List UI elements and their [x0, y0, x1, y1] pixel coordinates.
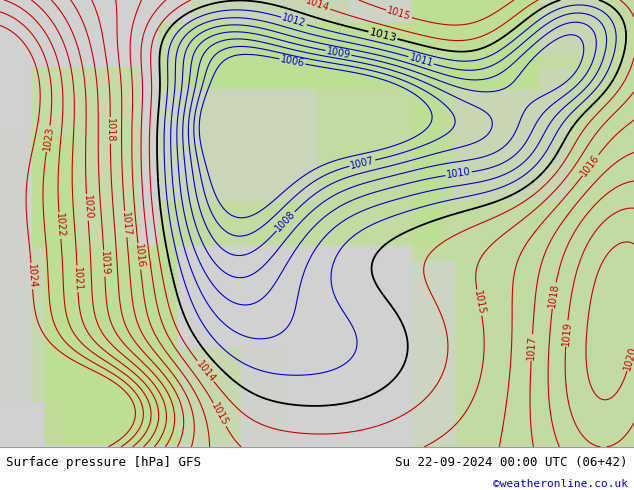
Text: 1018: 1018 [547, 283, 560, 308]
Text: 1022: 1022 [54, 213, 66, 238]
Text: 1021: 1021 [72, 266, 83, 291]
Text: 1016: 1016 [579, 152, 602, 178]
Text: 1012: 1012 [281, 13, 307, 29]
Text: 1016: 1016 [133, 244, 146, 269]
Text: 1017: 1017 [120, 212, 132, 237]
Text: 1008: 1008 [273, 209, 297, 234]
Text: 1010: 1010 [446, 167, 472, 180]
Text: 1007: 1007 [349, 155, 375, 171]
Text: 1024: 1024 [26, 263, 37, 289]
Text: 1018: 1018 [105, 118, 115, 143]
Text: 1019: 1019 [560, 321, 573, 346]
Text: 1009: 1009 [325, 46, 351, 60]
Text: 1006: 1006 [280, 54, 306, 69]
Text: 1011: 1011 [408, 52, 434, 69]
Text: 1023: 1023 [42, 126, 55, 151]
Text: 1015: 1015 [209, 401, 230, 428]
Text: 1014: 1014 [194, 359, 217, 384]
Text: 1015: 1015 [472, 290, 486, 316]
Text: 1019: 1019 [99, 251, 110, 276]
Text: ©weatheronline.co.uk: ©weatheronline.co.uk [493, 479, 628, 489]
Text: 1017: 1017 [526, 335, 538, 360]
Text: 1020: 1020 [82, 195, 93, 220]
Text: 1014: 1014 [304, 0, 331, 14]
Text: 1020: 1020 [623, 345, 634, 371]
Text: Surface pressure [hPa] GFS: Surface pressure [hPa] GFS [6, 456, 202, 469]
Text: Su 22-09-2024 00:00 UTC (06+42): Su 22-09-2024 00:00 UTC (06+42) [395, 456, 628, 469]
Text: 1013: 1013 [368, 27, 398, 44]
Text: 1015: 1015 [385, 6, 412, 23]
